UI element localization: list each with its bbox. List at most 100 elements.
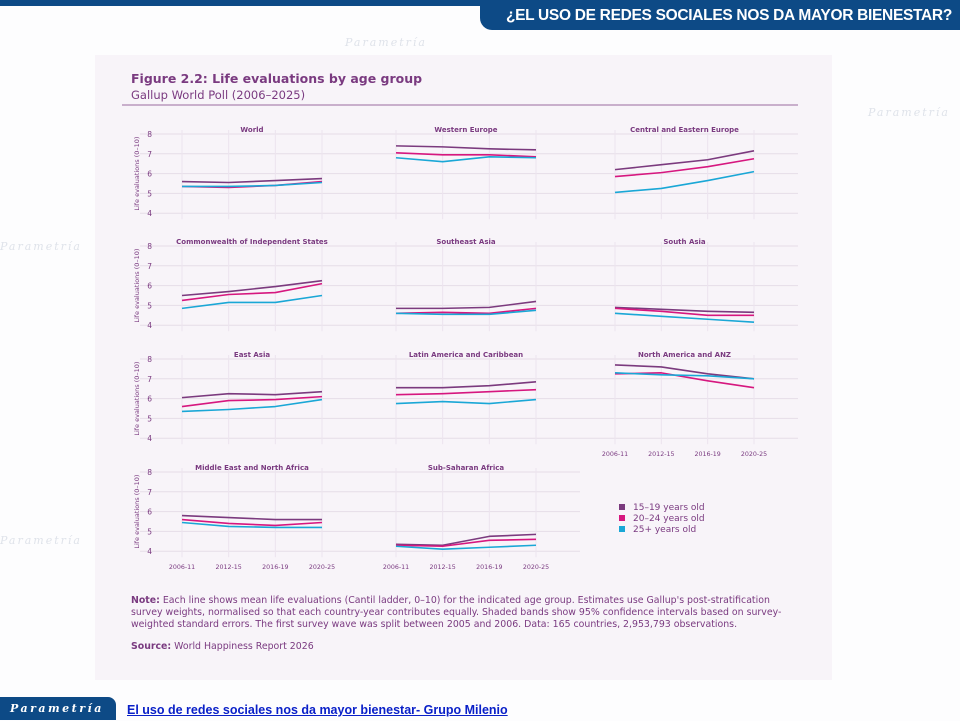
x-tick-label: 2012-15 [648,451,674,458]
chart-title: Figure 2.2: Life evaluations by age grou… [131,71,422,86]
panel-title: Commonwealth of Independent States [176,238,328,246]
series-line-1 [181,514,322,521]
y-tick-label: 4 [147,209,152,218]
series-line-3 [395,155,537,163]
y-tick-label: 7 [147,488,152,497]
panel-title: East Asia [234,351,270,359]
watermark: Parametría [868,106,950,119]
series-line-2 [395,388,537,396]
x-tick-label: 2006-11 [383,564,409,571]
y-tick-label: 4 [147,547,152,556]
series-line-2 [614,157,755,178]
panel-title: World [240,126,263,134]
series-line-2 [395,307,537,315]
source-text: World Happiness Report 2026 [171,641,314,652]
panel-title: North America and ANZ [638,351,731,359]
y-tick-label: 8 [147,130,152,139]
series-line-2 [181,395,323,408]
chart-note: Note: Each line shows mean life evaluati… [131,595,801,631]
y-tick-label: 5 [147,301,152,310]
panel-title: Latin America and Caribbean [409,351,523,359]
legend-label: 15–19 years old [633,503,705,513]
x-tick-label: 2020-25 [741,451,767,458]
series-line-2 [181,282,323,302]
series-line-1 [181,279,323,297]
y-tick-label: 6 [147,508,152,517]
legend-swatch [619,504,625,510]
panel-title: Middle East and North Africa [195,464,309,472]
series-line-1 [614,364,755,380]
legend-label: 20–24 years old [633,514,705,524]
series-line-3 [395,544,537,551]
series-line-3 [181,294,323,310]
y-tick-label: 8 [147,355,152,364]
series-line-3 [395,398,537,405]
series-line-3 [181,521,322,529]
series-line-3 [181,398,323,413]
y-tick-label: 6 [147,170,152,179]
y-tick-label: 8 [147,242,152,251]
series-line-3 [182,181,323,188]
x-tick-label: 2016-19 [695,451,721,458]
slide-title-banner: ¿EL USO DE REDES SOCIALES NOS DA MAYOR B… [480,0,960,30]
x-tick-label: 2012-15 [430,564,456,571]
series-line-1 [181,177,323,184]
y-axis-label: Life evaluations (0–10) [133,362,141,436]
series-line-3 [614,170,755,194]
parametria-logo: Parametría [0,697,116,720]
x-tick-label: 2016-19 [262,564,288,571]
note-label: Note: [131,595,160,606]
y-tick-label: 6 [147,395,152,404]
x-tick-label: 2016-19 [476,564,502,571]
panel-title: Southeast Asia [436,238,496,246]
legend-swatch [619,526,625,532]
series-line-3 [614,372,755,380]
y-tick-label: 5 [147,414,152,423]
legend-label: 25+ years old [633,525,696,535]
y-axis-label: Life evaluations (0–10) [133,475,141,549]
source-link[interactable]: El uso de redes sociales nos da mayor bi… [127,703,508,717]
series-line-2 [614,307,754,317]
y-tick-label: 6 [147,282,152,291]
panel-title: Western Europe [434,126,497,134]
series-line-2 [395,538,537,548]
series-line-3 [395,309,537,316]
series-line-2 [395,152,537,158]
y-tick-label: 7 [147,150,152,159]
series-line-2 [181,518,323,527]
y-tick-label: 5 [147,189,152,198]
x-tick-label: 2020-25 [309,564,335,571]
watermark: Parametría [0,534,82,547]
y-tick-label: 7 [147,262,152,271]
legend-swatch [619,515,625,521]
panel-title: Central and Eastern Europe [630,126,739,134]
y-tick-label: 8 [147,468,152,477]
series-line-1 [395,533,537,547]
y-axis-label: Life evaluations (0–10) [133,137,141,211]
series-line-1 [396,300,537,310]
series-line-1 [395,145,537,151]
note-text: Each line shows mean life evaluations (C… [131,595,782,630]
series-line-3 [614,312,755,324]
x-tick-label: 2006-11 [169,564,195,571]
source-label: Source: [131,641,172,652]
panel-title: South Asia [663,238,706,246]
series-line-1 [181,390,323,399]
series-line-1 [614,150,755,171]
watermark: Parametría [0,240,82,253]
chart-source: Source: World Happiness Report 2026 [131,641,314,652]
chart-subtitle: Gallup World Poll (2006–2025) [131,88,305,102]
y-tick-label: 5 [147,527,152,536]
y-tick-label: 4 [147,434,152,443]
y-axis-label: Life evaluations (0–10) [133,249,141,323]
x-tick-label: 2020-25 [523,564,549,571]
watermark: Parametría [345,36,427,49]
x-tick-label: 2006-11 [602,451,628,458]
panel-title: Sub-Saharan Africa [428,464,504,472]
y-tick-label: 7 [147,375,152,384]
x-tick-label: 2012-15 [216,564,242,571]
y-tick-label: 4 [147,321,152,330]
series-line-1 [396,380,537,389]
series-line-1 [614,306,755,314]
